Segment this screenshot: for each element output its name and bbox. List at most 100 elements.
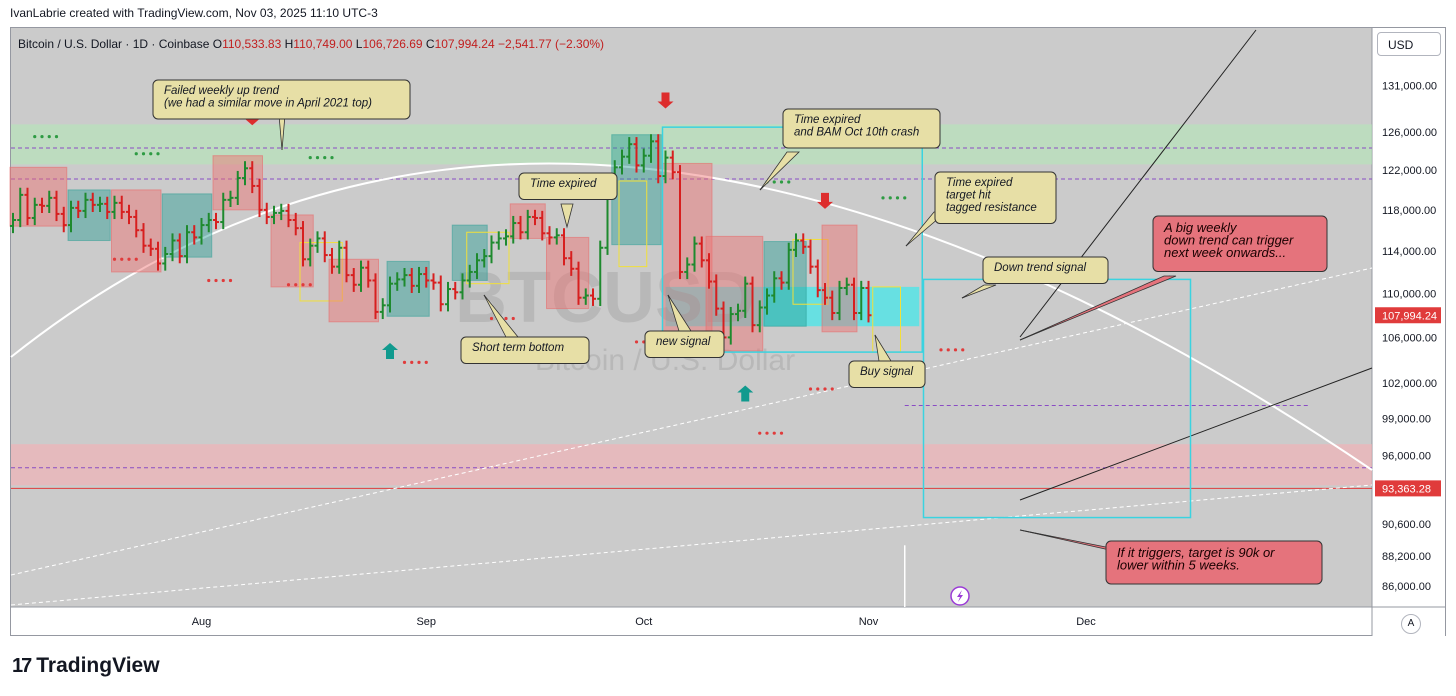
sell-arrow-icon (817, 192, 833, 209)
ohlc-bar (350, 268, 357, 292)
price-tick-label: 131,000.00 (1382, 81, 1437, 93)
signal-dot (511, 316, 515, 321)
callout-text: Short term bottom (472, 342, 564, 354)
ohlc-bar (176, 233, 183, 264)
ohlc-bar (706, 253, 712, 289)
signal-dot (816, 387, 820, 391)
arc-curve (10, 162, 1373, 471)
ohlc-bar (590, 288, 596, 306)
ohlc-bar (691, 236, 698, 272)
lightning-glyph (957, 590, 963, 602)
callout-text: lower within 5 weeks. (1117, 558, 1240, 573)
ohlc-bar (510, 215, 517, 244)
ohlc-bar (133, 209, 140, 238)
callout-text: Time expired (946, 177, 1013, 189)
price-axis-pane (1372, 28, 1445, 636)
callout-text: down trend can trigger (1164, 233, 1294, 248)
ohlc-bar (640, 148, 647, 173)
signal-dot (127, 257, 131, 261)
yellow-box (299, 242, 343, 302)
ohlc-bar (503, 229, 509, 246)
signal-dot (323, 156, 327, 160)
signal-dot (758, 431, 762, 435)
tradingview-logo[interactable]: 17 TradingView (12, 654, 160, 678)
sell-arrow-icon (657, 92, 674, 109)
signal-dot (961, 348, 965, 352)
ohlc-bar (75, 200, 82, 219)
ohlc-bar (271, 205, 277, 225)
red-box (9, 166, 68, 227)
ohlc-bar (242, 161, 248, 186)
callout-tail (961, 284, 997, 299)
callout-box (644, 330, 725, 358)
ohlc-bar (742, 276, 749, 318)
ohlc-bar (532, 209, 538, 226)
signal-dot (830, 387, 834, 391)
signal-dot (315, 156, 320, 160)
signal-dot (301, 283, 305, 287)
ohlc-bar (329, 247, 335, 274)
signal-dot (40, 134, 44, 139)
ohlc-bar (387, 276, 393, 313)
ohlc-bar (358, 260, 364, 292)
ohlc-bar (488, 235, 495, 264)
ohlc-bar (184, 225, 190, 264)
callout-text: Time expired (794, 114, 861, 126)
time-tick-label: Dec (1076, 616, 1096, 628)
yellow-box (466, 231, 510, 285)
callout-text: new signal (656, 336, 711, 348)
ohlc-bar (778, 271, 785, 290)
red-box (270, 214, 314, 288)
symbol-legend[interactable]: Bitcoin / U.S. Dollar · 1D · Coinbase O1… (18, 37, 605, 51)
ohlc-bar (191, 225, 198, 245)
trend-line (1019, 29, 1257, 338)
close-value: 107,994.24 (434, 37, 495, 51)
ohlc-bar (162, 246, 169, 271)
ohlc-bar (307, 238, 314, 267)
signal-dot (881, 196, 885, 200)
high-value: 110,749.00 (293, 37, 353, 51)
signal-dot (504, 316, 508, 321)
ohlc-bar (234, 170, 241, 206)
teal-box (763, 241, 807, 327)
signal-dot (33, 134, 37, 139)
yellow-box (792, 238, 829, 305)
chart-frame (10, 27, 1446, 636)
signal-dot (221, 278, 225, 283)
ohlc-bar (822, 283, 828, 305)
trend-line (1019, 367, 1373, 501)
ohlc-bar (807, 239, 814, 274)
price-tag-label: 107,994.24 (1382, 310, 1437, 322)
ohlc-bar (524, 209, 531, 240)
signal-dot (308, 283, 312, 287)
red-box (546, 236, 590, 310)
ohlc-bar (24, 187, 31, 226)
ohlc-bar (546, 226, 553, 245)
ohlc-bar (713, 274, 720, 316)
buy-arrow-icon (737, 385, 754, 402)
ohlc-bar (655, 134, 662, 184)
ohlc-bar (140, 223, 147, 253)
ohlc-bar (851, 277, 857, 321)
resistance-zone-top (11, 124, 1372, 165)
ohlc-bar (365, 260, 372, 288)
ohlc-bar (169, 233, 176, 262)
ohlc-bar (401, 268, 408, 287)
ohlc-bar (735, 303, 741, 322)
ohlc-bar (17, 187, 24, 228)
auto-scale-button[interactable]: A (1401, 614, 1421, 634)
ohlc-bar (633, 137, 640, 173)
ohlc-bar (394, 272, 401, 291)
signal-dot (779, 431, 784, 435)
ohlc-bar (517, 215, 524, 240)
channel-line (10, 267, 1373, 576)
price-tag (1375, 307, 1441, 324)
price-tick-label: 122,000.00 (1382, 165, 1437, 177)
callout-text: A big weekly (1163, 220, 1238, 235)
currency-button[interactable]: USD (1377, 32, 1441, 56)
symbol-title: Bitcoin / U.S. Dollar · 1D · Coinbase (18, 37, 210, 51)
ohlc-bar (285, 203, 292, 228)
ohlc-bar (227, 190, 234, 208)
annotation-callout: Failed weekly up trend(we had a similar … (152, 79, 411, 151)
